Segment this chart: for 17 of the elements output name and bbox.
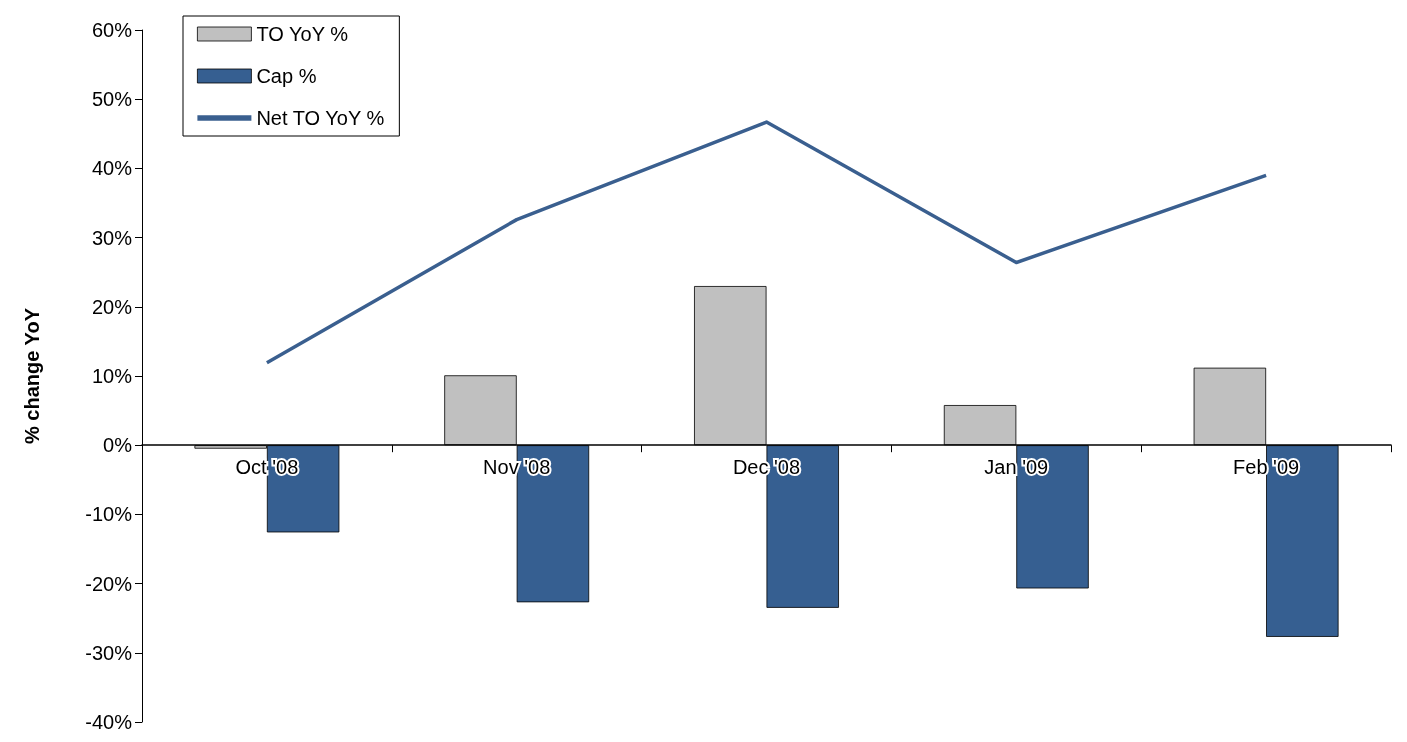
y-tick-label: -20%	[85, 572, 133, 595]
y-tick-label: 0%	[103, 434, 133, 457]
y-tick-label: 60%	[91, 19, 133, 41]
y-tick-label: 30%	[91, 226, 133, 249]
y-axis-title: % change YoY	[21, 307, 43, 444]
y-tick-label: 40%	[91, 157, 133, 180]
legend-label: Net TO YoY %	[256, 107, 385, 129]
y-tick-label: 20%	[91, 295, 133, 318]
y-tick-label: -10%	[85, 503, 133, 526]
y-tick-label: 10%	[91, 365, 133, 387]
y-tick-label: -40%	[85, 711, 133, 733]
x-tick-label: Oct '08	[235, 456, 299, 479]
legend-label: Cap %	[256, 65, 317, 87]
y-tick-label: 50%	[91, 88, 133, 111]
x-tick-label: Jan '09	[984, 456, 1049, 479]
y-tick-label: -30%	[85, 641, 133, 664]
legend-label: TO YoY %	[256, 23, 349, 45]
